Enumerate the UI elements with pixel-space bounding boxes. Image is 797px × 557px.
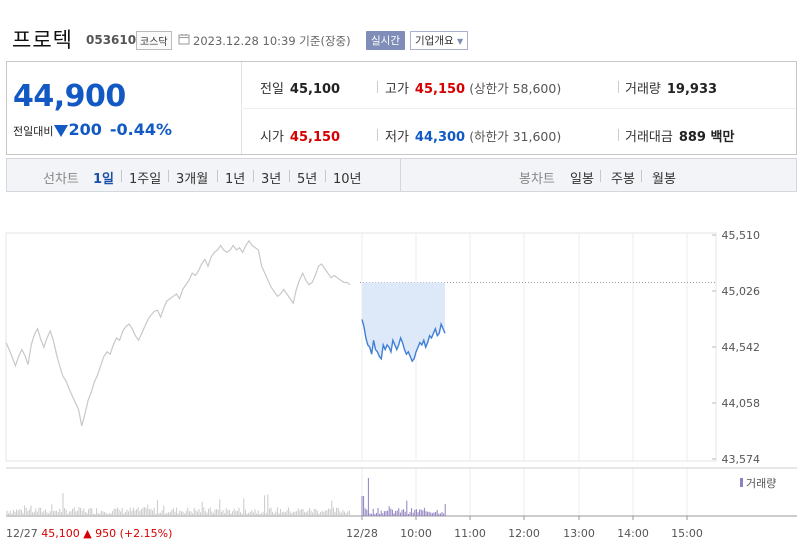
y-tick-label: 43,574	[722, 453, 761, 466]
divider	[241, 108, 796, 109]
separator	[377, 81, 378, 93]
chevron-down-icon: ▼	[456, 37, 464, 46]
tab-separator	[121, 170, 122, 182]
tab-10y[interactable]: 10년	[333, 172, 362, 187]
tab-separator	[217, 170, 218, 182]
down-triangle-icon	[54, 125, 69, 137]
current-price: 44,900	[13, 79, 126, 114]
tab-separator	[289, 170, 290, 182]
y-tick-label: 44,058	[722, 397, 761, 410]
x-tick-label: 12:00	[508, 527, 540, 540]
market-badge: 코스닥	[136, 31, 172, 50]
x-tick-label: 11:00	[454, 527, 486, 540]
clock-icon	[178, 34, 190, 45]
stock-code: 053610	[86, 33, 137, 47]
volume: 거래량 19,933	[625, 82, 718, 97]
tab-1w[interactable]: 1주일	[129, 172, 162, 187]
tab-5y[interactable]: 5년	[297, 172, 318, 187]
change-label: 전일대비	[13, 125, 54, 138]
timestamp: 2023.12.28 10:39 기준(장중)	[193, 34, 351, 48]
footer-date: 12/27	[6, 527, 41, 540]
prev-close: 전일 45,100	[260, 82, 341, 97]
stock-header: 프로텍 053610 코스닥 2023.12.28 10:39 기준(장중) 실…	[0, 0, 797, 60]
price-summary: 44,900 전일대비 200 -0.44% 전일 45,100 고가 45,150 (…	[6, 61, 797, 155]
volume-legend-swatch	[740, 478, 743, 487]
change-row: 전일대비 200 -0.44%	[13, 120, 172, 139]
change-amount: 200	[68, 120, 102, 139]
change-percent: -0.44%	[109, 120, 173, 139]
high-price: 고가 45,150 (상한가 58,600)	[385, 81, 562, 97]
line-chart-label: 선차트	[43, 172, 79, 187]
chart-tabs: 선차트 1일 1주일 3개월 1년 3년 5년 10년 봉차트 일봉 주봉 월봉	[6, 158, 797, 192]
tab-separator	[168, 170, 169, 182]
price-chart: 45,510 45,026 44,542 44,058 43,574 거래량 12/28 10…	[5, 229, 797, 540]
tab-separator	[325, 170, 326, 182]
realtime-badge[interactable]: 실시간	[366, 31, 405, 50]
low-price: 저가 44,300 (하한가 31,600)	[385, 129, 562, 145]
company-overview-button[interactable]: 기업개요 ▼	[410, 31, 469, 50]
today-price-line	[361, 319, 446, 363]
y-tick-label: 44,542	[722, 341, 761, 354]
tab-1d[interactable]: 1일	[93, 172, 115, 187]
y-tick-label: 45,510	[722, 229, 761, 242]
separator	[618, 81, 619, 93]
tab-separator	[641, 170, 642, 182]
stock-name: 프로텍	[12, 28, 73, 52]
tab-monthly-candle[interactable]: 월봉	[652, 172, 676, 187]
tab-separator	[600, 170, 601, 182]
open-price: 시가 45,150	[260, 130, 341, 145]
company-overview-label: 기업개요	[415, 35, 454, 47]
trade-value: 거래대금 889 백만	[625, 130, 735, 145]
separator	[377, 129, 378, 141]
candle-chart-label: 봉차트	[519, 172, 555, 187]
today-fill-area	[362, 282, 445, 362]
prev-day-price-line	[5, 239, 351, 427]
x-tick-label: 10:00	[400, 527, 432, 540]
x-tick-label: 13:00	[563, 527, 595, 540]
divider	[400, 159, 401, 191]
tab-3y[interactable]: 3년	[261, 172, 282, 187]
footer-change: 45,100 ▲ 950 (+2.15%)	[41, 527, 172, 540]
y-tick-label: 45,026	[722, 285, 761, 298]
x-tick-label: 12/28	[346, 527, 378, 540]
tab-1y[interactable]: 1년	[225, 172, 246, 187]
prev-day-footer: 12/27 45,100 ▲ 950 (+2.15%)	[6, 527, 172, 540]
tab-separator	[253, 170, 254, 182]
volume-legend-label: 거래량	[746, 477, 776, 490]
tab-3m[interactable]: 3개월	[176, 172, 209, 187]
x-tick-label: 15:00	[671, 527, 703, 540]
tab-daily-candle[interactable]: 일봉	[570, 172, 594, 187]
x-tick-label: 14:00	[617, 527, 649, 540]
tab-weekly-candle[interactable]: 주봉	[611, 172, 635, 187]
separator	[618, 129, 619, 141]
